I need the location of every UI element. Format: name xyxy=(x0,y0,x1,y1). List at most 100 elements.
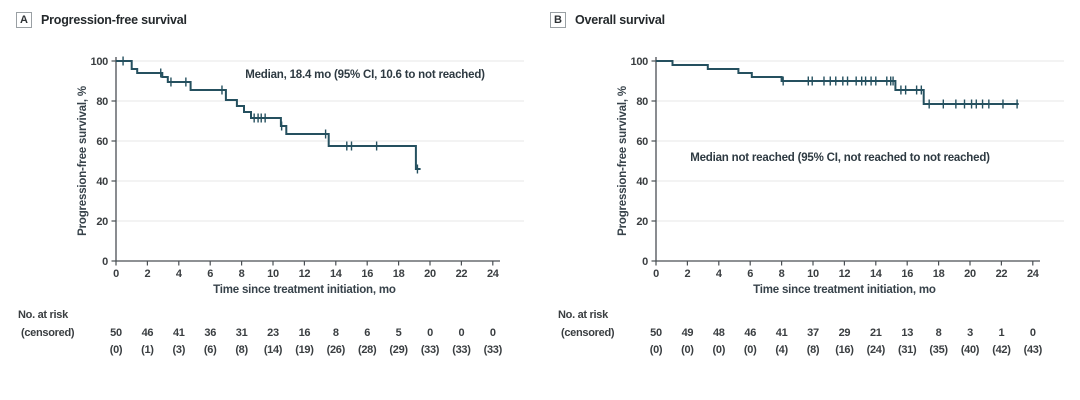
panel-b-header: B Overall survival xyxy=(550,12,665,28)
censored-count: (16) xyxy=(835,344,854,356)
x-axis-title: Time since treatment initiation, mo xyxy=(213,284,396,296)
at-risk-count: 36 xyxy=(204,327,216,339)
at-risk-count: 13 xyxy=(901,327,913,339)
censored-count: (0) xyxy=(681,344,694,356)
x-tick-label: 18 xyxy=(933,268,945,280)
x-tick-label: 24 xyxy=(487,268,500,280)
km-curve xyxy=(656,60,1019,105)
at-risk-count: 41 xyxy=(776,327,788,339)
y-axis-title: Progression-free survival, % xyxy=(77,86,89,236)
panel-a-header: A Progression-free survival xyxy=(16,12,187,28)
censored-label: (censored) xyxy=(21,327,75,339)
at-risk-count: 23 xyxy=(267,327,279,339)
censored-count: (1) xyxy=(141,344,154,356)
censored-count: (33) xyxy=(421,344,440,356)
at-risk-count: 3 xyxy=(967,327,973,339)
panel-b-title: Overall survival xyxy=(575,13,665,27)
x-tick-label: 10 xyxy=(807,268,819,280)
x-tick-label: 4 xyxy=(176,268,183,280)
at-risk-count: 0 xyxy=(490,327,496,339)
x-tick-label: 24 xyxy=(1027,268,1040,280)
x-tick-label: 14 xyxy=(870,268,883,280)
at-risk-count: 29 xyxy=(839,327,851,339)
km-curve xyxy=(116,60,421,170)
at-risk-count: 21 xyxy=(870,327,882,339)
x-tick-label: 4 xyxy=(716,268,723,280)
at-risk-count: 0 xyxy=(1030,327,1036,339)
y-tick-label: 100 xyxy=(631,56,649,68)
x-tick-label: 8 xyxy=(239,268,245,280)
y-tick-label: 40 xyxy=(636,176,648,188)
x-axis-title: Time since treatment initiation, mo xyxy=(753,284,936,296)
at-risk-count: 48 xyxy=(713,327,725,339)
y-tick-label: 40 xyxy=(96,176,108,188)
y-tick-label: 80 xyxy=(96,96,108,108)
panel-a-label-box: A xyxy=(16,12,32,28)
x-tick-label: 22 xyxy=(996,268,1008,280)
y-tick-label: 60 xyxy=(636,136,648,148)
x-tick-label: 14 xyxy=(330,268,343,280)
x-tick-label: 10 xyxy=(267,268,279,280)
panel-progression-free-survival: A Progression-free survival 0 20 40 60 80 100… xyxy=(16,12,524,356)
y-tick-label: 0 xyxy=(642,256,648,268)
y-tick-label: 60 xyxy=(96,136,108,148)
censored-count: (0) xyxy=(650,344,663,356)
risk-label: No. at risk xyxy=(18,309,69,321)
panel-overall-survival: B Overall survival 0 20 40 60 80 100 0 2 4 6 8 10 12… xyxy=(540,0,1080,400)
y-axis-title: Progression-free survival, % xyxy=(617,86,629,236)
at-risk-count: 46 xyxy=(142,327,154,339)
median-annotation: Median, 18.4 mo (95% CI, 10.6 to not rea… xyxy=(245,69,485,81)
x-tick-label: 0 xyxy=(653,268,659,280)
censored-count: (33) xyxy=(484,344,503,356)
censored-count: (28) xyxy=(358,344,377,356)
censored-count: (35) xyxy=(929,344,948,356)
censored-count: (24) xyxy=(867,344,886,356)
at-risk-count: 16 xyxy=(299,327,311,339)
at-risk-count: 0 xyxy=(427,327,433,339)
x-tick-label: 0 xyxy=(113,268,119,280)
x-tick-label: 8 xyxy=(779,268,785,280)
median-annotation: Median not reached (95% CI, not reached … xyxy=(690,152,990,164)
censored-count: (31) xyxy=(898,344,917,356)
at-risk-count: 8 xyxy=(333,327,339,339)
censored-count: (40) xyxy=(961,344,980,356)
at-risk-count: 50 xyxy=(110,327,122,339)
censored-count: (29) xyxy=(389,344,408,356)
x-tick-label: 2 xyxy=(684,268,690,280)
at-risk-count: 41 xyxy=(173,327,185,339)
censored-count: (0) xyxy=(110,344,123,356)
censored-count: (26) xyxy=(327,344,346,356)
at-risk-count: 50 xyxy=(650,327,662,339)
panel-a-title: Progression-free survival xyxy=(41,13,187,27)
censored-count: (4) xyxy=(775,344,788,356)
censored-count: (33) xyxy=(452,344,471,356)
x-tick-label: 12 xyxy=(299,268,311,280)
y-tick-label: 20 xyxy=(636,216,648,228)
censored-count: (8) xyxy=(807,344,820,356)
censored-count: (3) xyxy=(173,344,186,356)
x-tick-label: 18 xyxy=(393,268,405,280)
at-risk-count: 5 xyxy=(396,327,402,339)
y-tick-label: 20 xyxy=(96,216,108,228)
panel-b-label-box: B xyxy=(550,12,566,28)
censored-count: (8) xyxy=(235,344,248,356)
risk-label: No. at risk xyxy=(558,309,609,321)
censored-count: (42) xyxy=(992,344,1011,356)
x-tick-label: 2 xyxy=(144,268,150,280)
x-tick-label: 12 xyxy=(839,268,851,280)
censored-count: (14) xyxy=(264,344,283,356)
y-tick-label: 80 xyxy=(636,96,648,108)
at-risk-count: 31 xyxy=(236,327,248,339)
x-tick-label: 20 xyxy=(424,268,436,280)
at-risk-count: 0 xyxy=(458,327,464,339)
at-risk-count: 49 xyxy=(682,327,694,339)
y-tick-label: 0 xyxy=(102,256,108,268)
censored-count: (43) xyxy=(1024,344,1043,356)
censored-count: (6) xyxy=(204,344,217,356)
at-risk-count: 1 xyxy=(998,327,1004,339)
at-risk-count: 46 xyxy=(744,327,756,339)
x-tick-label: 16 xyxy=(361,268,373,280)
